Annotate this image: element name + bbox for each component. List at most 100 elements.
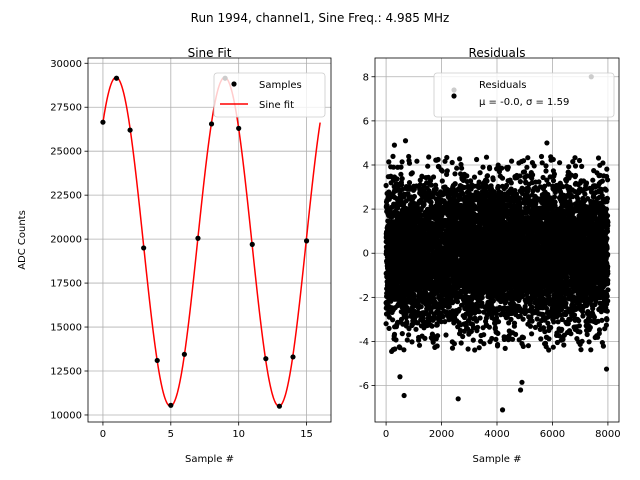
sine-fit-xlabel: Sample # xyxy=(185,454,234,465)
sample-point xyxy=(127,127,133,133)
sine-fit-legend-box xyxy=(213,72,326,118)
residual-point xyxy=(502,345,508,351)
sine-fit-ytick-label: 27500 xyxy=(50,103,82,114)
sine-fit-axes: Sine Fit 0 5 10 151000012500150001750020000… xyxy=(17,46,332,465)
residual-point xyxy=(400,186,406,192)
residual-point xyxy=(411,293,417,299)
residual-point xyxy=(434,343,440,349)
sine-fit-frame xyxy=(87,57,332,423)
residual-point xyxy=(480,164,486,170)
sine-fit-plot-area xyxy=(100,75,321,409)
residual-point xyxy=(487,166,493,172)
residual-point xyxy=(495,330,501,336)
residual-point xyxy=(471,174,478,180)
residual-point xyxy=(391,331,398,337)
residual-point xyxy=(399,176,405,182)
legend-samples-marker xyxy=(231,81,237,87)
figure-suptitle: Run 1994, channel1, Sine Freq.: 4.985 MH… xyxy=(191,11,450,25)
sample-point xyxy=(181,351,187,357)
residual-point xyxy=(495,341,501,348)
sample-point xyxy=(113,75,120,81)
residual-point xyxy=(452,171,458,177)
sine-fit-ytick-label: 17500 xyxy=(50,279,82,290)
residual-point xyxy=(476,345,482,351)
residual-point xyxy=(454,165,460,171)
residual-point xyxy=(399,331,405,337)
sine-fit-ytick-label: 12500 xyxy=(50,367,82,378)
residual-point xyxy=(444,154,450,161)
residual-point xyxy=(517,179,524,185)
residual-point xyxy=(509,158,515,164)
sample-point xyxy=(154,357,160,364)
residual-point xyxy=(409,170,415,176)
residual-point xyxy=(508,180,514,186)
residual-point xyxy=(513,331,519,337)
residual-point xyxy=(504,182,510,188)
residual-point xyxy=(433,186,439,192)
residual-point xyxy=(390,153,396,159)
sample-point xyxy=(236,125,242,131)
residual-point xyxy=(476,309,482,315)
residual-point xyxy=(406,332,412,338)
residual-point xyxy=(460,333,466,340)
residual-point xyxy=(430,339,436,345)
residual-point xyxy=(399,159,405,165)
sine-fit-ytick-label: 15000 xyxy=(50,323,82,334)
residual-point xyxy=(499,175,506,181)
residual-point xyxy=(394,176,400,182)
residual-point xyxy=(439,168,445,174)
sine-fit-legend: Samples Sine fit xyxy=(213,72,326,118)
sine-fit-ytick-label: 25000 xyxy=(50,147,82,158)
residual-point xyxy=(406,153,412,160)
residual-point xyxy=(418,304,424,310)
residual-point xyxy=(422,335,428,341)
residual-point xyxy=(481,341,487,347)
residual-point xyxy=(484,173,491,179)
residual-point xyxy=(434,322,440,328)
residual-point xyxy=(505,164,511,170)
residual-point xyxy=(493,336,499,342)
sample-point xyxy=(208,121,215,127)
residual-point xyxy=(477,170,483,176)
sample-point xyxy=(276,403,283,409)
residual-point xyxy=(390,317,396,323)
residuals-plot-area xyxy=(383,74,611,413)
residual-point xyxy=(457,156,463,162)
sine-fit-ytick-label: 22500 xyxy=(50,191,82,202)
residual-point xyxy=(386,159,392,165)
residual-point xyxy=(419,174,425,180)
residual-point xyxy=(390,164,397,170)
sine-fit-ytick-label: 20000 xyxy=(50,235,82,246)
residual-point xyxy=(439,178,445,184)
residual-point xyxy=(509,336,516,342)
residual-point xyxy=(484,178,490,184)
residual-point xyxy=(451,341,457,347)
residual-point xyxy=(421,201,427,208)
legend-samples-label: Samples xyxy=(259,80,302,91)
sine-fit-xtick-label: 15 xyxy=(300,429,313,440)
sample-point xyxy=(303,238,310,244)
residual-point xyxy=(472,347,478,353)
residual-point xyxy=(429,323,435,329)
sine-fit-grid xyxy=(88,58,331,422)
residual-point xyxy=(383,321,389,327)
residual-point xyxy=(428,182,434,188)
residual-point xyxy=(475,324,481,330)
sample-point xyxy=(100,119,106,125)
sample-point xyxy=(168,402,174,408)
residual-point xyxy=(398,171,404,177)
residual-point xyxy=(477,315,483,321)
residual-point xyxy=(416,342,423,348)
residual-point xyxy=(470,337,476,343)
residual-point xyxy=(474,156,480,163)
residual-point xyxy=(449,159,455,166)
residual-point xyxy=(427,178,434,184)
sample-point xyxy=(141,245,147,251)
residual-point xyxy=(406,180,413,186)
sine-fit-ticks: 0 5 10 151000012500150001750020000225002500… xyxy=(50,59,313,440)
residual-point xyxy=(490,298,496,304)
residual-point xyxy=(393,337,399,343)
residual-point xyxy=(411,193,417,200)
